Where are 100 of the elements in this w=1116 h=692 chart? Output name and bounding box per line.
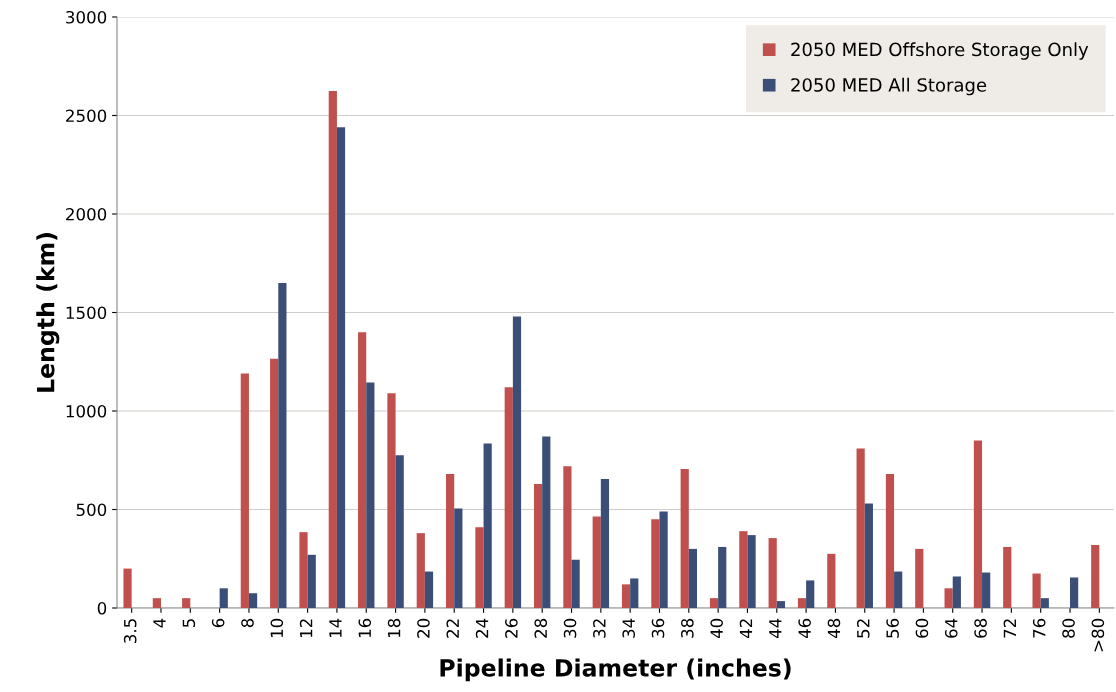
bar [885, 474, 895, 608]
bar [416, 533, 425, 608]
bar [952, 576, 961, 608]
bar [659, 511, 668, 608]
x-tick-label: 32 [593, 619, 606, 638]
x-tick-label: 46 [798, 618, 811, 639]
x-tick-label: 40 [710, 618, 723, 639]
bar [219, 588, 228, 608]
legend-label: 2050 MED Offshore Storage Only [791, 42, 1089, 60]
x-tick-label: 5 [182, 619, 196, 628]
x-tick-label: 64 [944, 618, 958, 638]
y-axis-title: Length (km) [36, 233, 60, 392]
x-tick-label: 24 [475, 618, 489, 638]
legend-label: 2050 MED All Storage [791, 77, 987, 96]
x-tick-label: 68 [974, 618, 987, 638]
x-axis-title: Pipeline Diameter (inches) [440, 658, 791, 682]
bar [571, 559, 580, 608]
y-tick-label: 1000 [66, 404, 107, 418]
bar [299, 532, 308, 608]
bar [864, 503, 873, 608]
bar [1070, 577, 1079, 608]
x-tick-label: 10 [270, 618, 284, 638]
x-tick-label: 28 [534, 618, 548, 638]
bar [776, 601, 785, 608]
y-tick-label: 1500 [66, 306, 107, 320]
y-tick-label: 500 [76, 503, 107, 517]
x-tick-label: 52 [856, 619, 870, 638]
bar [592, 516, 601, 608]
bar [152, 598, 161, 608]
x-tick-label: 72 [1003, 619, 1016, 638]
bar [739, 531, 748, 608]
x-tick-label: 3.5 [123, 619, 137, 643]
x-tick-label: 36 [651, 618, 665, 638]
bar [915, 548, 924, 608]
bar [424, 571, 434, 608]
bar [600, 478, 610, 608]
x-tick-label: 6 [211, 618, 225, 628]
bar [806, 580, 815, 608]
bar [718, 546, 727, 608]
y-tick-label: 2500 [66, 109, 107, 123]
bar [709, 598, 719, 608]
bar [358, 332, 367, 608]
x-tick-label: 4 [153, 618, 166, 628]
x-tick-label: 12 [299, 619, 313, 638]
bar [973, 440, 983, 608]
bar [328, 90, 337, 608]
bar [336, 127, 346, 608]
x-tick-label: 60 [915, 618, 929, 638]
x-tick-label: 42 [739, 619, 753, 639]
bar [1032, 573, 1041, 608]
bar [747, 535, 756, 608]
bar [982, 572, 991, 608]
bar [533, 483, 543, 608]
x-tick-label: 30 [563, 618, 577, 638]
bar [307, 554, 316, 608]
bar [680, 469, 689, 608]
bar [395, 455, 404, 608]
bar [446, 474, 455, 608]
bar [827, 553, 836, 608]
x-tick-label: 26 [505, 618, 518, 638]
x-tick-label: 48 [827, 618, 841, 639]
x-tick-label: 76 [1032, 618, 1046, 638]
bar [454, 508, 463, 608]
x-tick-label: 34 [622, 618, 635, 638]
y-tick-label: 2000 [66, 207, 107, 221]
bar [856, 448, 865, 608]
bar [512, 316, 522, 608]
x-tick-label: 16 [358, 618, 372, 638]
bar [1003, 546, 1012, 608]
bar [366, 382, 375, 608]
bar [278, 282, 287, 608]
bar [797, 598, 807, 608]
bar [542, 436, 551, 608]
bar [387, 393, 396, 608]
y-tick-label: 0 [97, 601, 107, 615]
bar [270, 358, 279, 608]
x-tick-label: 8 [241, 618, 254, 628]
x-tick-label: >80 [1091, 618, 1105, 652]
x-tick-label: 44 [769, 618, 782, 639]
x-tick-label: 38 [681, 618, 694, 638]
bar [123, 568, 132, 608]
bar [944, 588, 953, 608]
bar [475, 527, 484, 608]
bar [1091, 544, 1100, 608]
x-tick-label: 22 [446, 619, 459, 638]
bar [621, 584, 631, 608]
bar [563, 466, 572, 608]
x-tick-label: 18 [387, 618, 401, 638]
bar [182, 598, 191, 608]
bar [651, 519, 660, 608]
x-tick-label: 80 [1062, 618, 1075, 638]
bar [768, 538, 777, 608]
x-tick-label: 14 [329, 618, 342, 638]
bar [504, 387, 513, 608]
x-tick-label: 20 [417, 618, 430, 638]
bar [894, 571, 903, 608]
bar [1040, 598, 1049, 608]
bar [240, 373, 249, 608]
y-tick-label: 3000 [66, 10, 107, 24]
bar [483, 443, 492, 608]
